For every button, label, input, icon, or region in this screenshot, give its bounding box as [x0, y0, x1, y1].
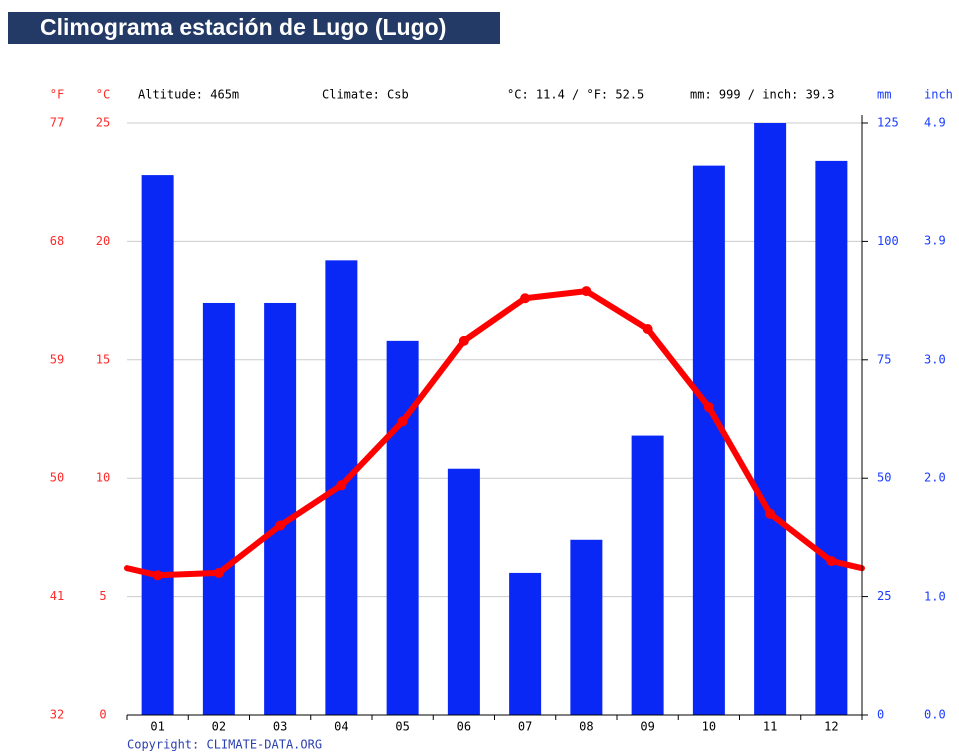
f-tick-label: 77 [50, 116, 64, 130]
y3-tick-label: 3.0 [924, 353, 946, 367]
x-tick-label: 08 [579, 720, 593, 734]
unit-label: inch [924, 88, 953, 102]
temperature-line [157, 288, 834, 579]
x-tick-label: 04 [334, 720, 348, 734]
bar [264, 302, 297, 715]
f-tick-label: 59 [50, 352, 64, 366]
bar [815, 160, 848, 715]
y-tick-label: 15 [96, 352, 110, 366]
y3-tick-label: 4.9 [924, 116, 946, 130]
temperature-point [213, 567, 224, 578]
y2-tick-label: 125 [877, 116, 899, 130]
info: °C: 11.4 / °F: 52.5 [507, 88, 644, 102]
unit-label: mm [877, 88, 891, 102]
x-tick-label: 03 [273, 720, 287, 734]
bar [386, 340, 419, 715]
bar [570, 539, 603, 715]
bar [631, 435, 664, 715]
temperature-point [397, 416, 408, 427]
info: Altitude: 465m [138, 88, 239, 102]
temperature-point [336, 480, 347, 491]
info: Climate: Csb [322, 88, 409, 102]
unit-label: °F [50, 88, 64, 102]
x-tick-label: 02 [212, 720, 226, 734]
x-tick-label: 07 [518, 720, 532, 734]
x-tick-label: 10 [702, 720, 716, 734]
x-tick-label: 12 [824, 720, 838, 734]
temperature-point [642, 324, 653, 335]
y-tick-label: 0 [99, 708, 106, 722]
y2-tick-label: 0 [877, 708, 884, 722]
f-tick-label: 50 [50, 471, 64, 485]
y2-tick-label: 75 [877, 352, 891, 366]
temperature-point [458, 335, 469, 346]
temperature-point [703, 402, 714, 413]
temperature-point [520, 293, 531, 304]
temperature-point [275, 520, 286, 531]
temperature-point [826, 556, 837, 567]
x-tick-label: 05 [395, 720, 409, 734]
f-tick-label: 41 [50, 589, 64, 603]
title-banner [8, 12, 500, 44]
y-tick-label: 10 [96, 471, 110, 485]
y2-tick-label: 50 [877, 471, 891, 485]
chart-title: Climograma estación de Lugo (Lugo) [40, 14, 446, 40]
x-tick-label: 11 [763, 720, 777, 734]
temperature-point [765, 508, 776, 519]
y-tick-label: 5 [99, 589, 106, 603]
y3-tick-label: 3.9 [924, 233, 946, 247]
x-tick-label: 06 [457, 720, 471, 734]
temperature-point [152, 570, 163, 581]
y3-tick-label: 0.0 [924, 708, 946, 722]
unit-label: °C [96, 88, 110, 102]
f-tick-label: 68 [50, 234, 64, 248]
y3-tick-label: 2.0 [924, 470, 946, 484]
bar [202, 302, 235, 715]
line-wrap [124, 565, 161, 579]
x-tick-label: 09 [640, 720, 654, 734]
f-tick-label: 32 [50, 708, 64, 722]
y-tick-label: 20 [96, 234, 110, 248]
bar [509, 572, 542, 715]
info: mm: 999 / inch: 39.3 [690, 88, 835, 102]
y-tick-label: 25 [96, 116, 110, 130]
line-wrap [828, 558, 865, 572]
bar [447, 468, 480, 715]
bar [141, 175, 174, 715]
bar [754, 123, 787, 715]
bar [692, 165, 725, 715]
y2-tick-label: 100 [877, 234, 899, 248]
temperature-point [581, 286, 592, 297]
y3-tick-label: 1.0 [924, 590, 946, 604]
y2-tick-label: 25 [877, 589, 891, 603]
copyright: Copyright: CLIMATE-DATA.ORG [127, 738, 322, 752]
x-tick-label: 01 [150, 720, 164, 734]
